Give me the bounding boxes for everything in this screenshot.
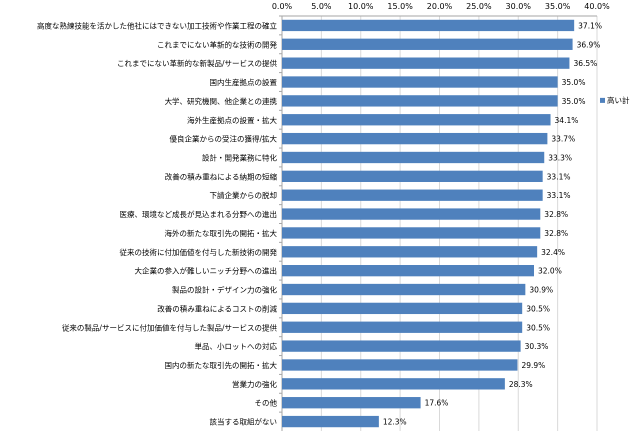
bar: [282, 208, 541, 220]
category-label: これまでにない革新的な技術の開発: [157, 39, 277, 49]
category-label: 従来の製品/サービスに付加価値を付与した製品/サービスの提供: [62, 322, 278, 332]
bar: [282, 283, 526, 296]
category-label: 海外の新たな取引先の開拓・拡大: [165, 228, 278, 238]
bar: [282, 38, 573, 50]
x-tick-label: 40.0%: [584, 2, 610, 11]
category-label: 国内生産拠点の設置: [210, 77, 278, 87]
x-tick-label: 20.0%: [427, 2, 453, 11]
data-label: 28.3%: [509, 380, 533, 389]
data-label: 32.8%: [544, 210, 568, 219]
bar: [282, 189, 543, 201]
data-label: 30.9%: [529, 286, 553, 295]
data-label: 33.7%: [551, 135, 575, 144]
category-label: 大企業の参入が難しいニッチ分野への進出: [135, 266, 278, 276]
bar: [282, 151, 545, 164]
data-label: 17.6%: [425, 399, 449, 408]
data-label: 32.8%: [544, 229, 568, 238]
data-label: 36.9%: [577, 40, 601, 49]
category-label: 医療、環境など成長が見込まれる分野への進出: [120, 209, 278, 219]
category-label: 改善の積み重ねによる納期の短縮: [165, 171, 278, 181]
category-label: これまでにない革新的な新製品/サービスの提供: [117, 58, 278, 68]
bar: [282, 340, 521, 352]
bar: [282, 114, 551, 126]
x-tick-label: 0.0%: [272, 2, 293, 11]
x-tick-label: 30.0%: [506, 2, 532, 11]
data-label: 30.5%: [526, 304, 550, 313]
category-label: 高度な熟練技能を活かした他社にはできない加工技術や作業工程の確立: [37, 20, 277, 30]
x-tick-label: 10.0%: [348, 2, 374, 11]
data-label: 32.4%: [541, 248, 565, 257]
data-label: 29.9%: [521, 361, 545, 370]
data-label: 36.5%: [573, 59, 597, 68]
bar: [282, 246, 538, 258]
bar: [282, 76, 558, 88]
bar: [282, 397, 421, 409]
data-label: 30.3%: [525, 342, 549, 351]
category-label: 下請企業からの脱却: [210, 190, 278, 200]
category-label: 大学、研究機関、他企業との連携: [165, 96, 278, 106]
data-label: 12.3%: [383, 418, 407, 427]
category-label: 単品、小ロットへの対応: [195, 341, 278, 351]
x-tick-label: 35.0%: [545, 2, 571, 11]
category-label: 国内の新たな取引先の開拓・拡大: [165, 360, 278, 370]
data-label: 34.1%: [555, 116, 579, 125]
category-label: 改善の積み重ねによるコストの削減: [157, 303, 277, 313]
bar: [282, 378, 505, 390]
legend-swatch: [600, 97, 605, 103]
legend-label: 高い計: [607, 95, 630, 105]
category-label: 製品の設計・デザイン力の強化: [172, 285, 277, 295]
bar: [282, 19, 575, 32]
data-label: 30.5%: [526, 323, 550, 332]
bar: [282, 359, 518, 371]
data-label: 32.0%: [538, 267, 562, 276]
data-label: 33.1%: [547, 191, 571, 200]
x-tick-label: 25.0%: [466, 2, 492, 11]
bar: [282, 415, 379, 428]
category-label: 優良企業からの受注の獲得/拡大: [169, 134, 277, 144]
x-tick-label: 15.0%: [387, 2, 413, 11]
data-label: 35.0%: [562, 97, 586, 106]
category-label: 従来の技術に付加価値を付与した新技術の開発: [120, 247, 278, 257]
category-label: 該当する取組がない: [210, 417, 278, 427]
data-label: 35.0%: [562, 78, 586, 87]
data-label: 33.3%: [548, 153, 572, 162]
bar: [282, 170, 543, 182]
bar: [282, 95, 558, 107]
category-label: 海外生産拠点の設置・拡大: [187, 115, 277, 125]
category-label: その他: [255, 398, 278, 408]
bar: [282, 132, 548, 145]
bar: [282, 57, 570, 69]
bar: [282, 227, 541, 239]
bar: [282, 302, 523, 315]
x-tick-label: 5.0%: [311, 2, 332, 11]
bar: [282, 321, 523, 333]
category-label: 設計・開発業務に特化: [202, 152, 277, 162]
data-label: 33.1%: [547, 172, 571, 181]
bar: [282, 265, 534, 277]
data-label: 37.1%: [578, 21, 602, 30]
category-label: 営業力の強化: [232, 379, 277, 389]
